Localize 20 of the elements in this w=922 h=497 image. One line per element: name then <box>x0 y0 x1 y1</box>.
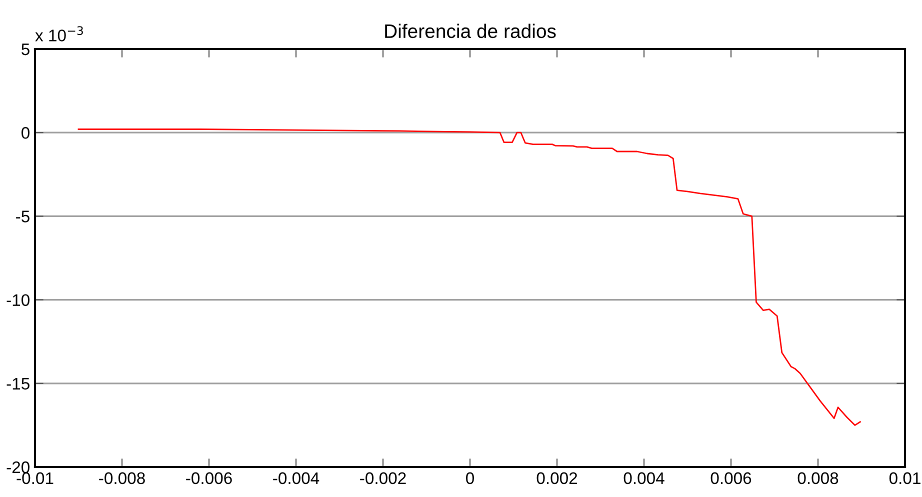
y-tick-label: -20 <box>6 461 30 474</box>
x-tick-label: -0.006 <box>186 472 232 484</box>
y-tick-label: 5 <box>22 44 30 56</box>
y-tick-label: -10 <box>6 294 30 306</box>
x-tick-label: 0.004 <box>624 472 664 484</box>
x-tick-label: 0.006 <box>710 472 752 484</box>
x-tick-label: 0 <box>466 472 474 484</box>
x-tick-label: -0.01 <box>16 472 54 484</box>
x-tick-label: 0.002 <box>536 472 578 484</box>
text: x 10$^{−3}$ <box>35 26 83 42</box>
line-series <box>78 128 861 426</box>
x-tick-label: 0.01 <box>889 472 920 484</box>
y-tick-label: -5 <box>16 210 30 222</box>
y-tick-label: 0 <box>22 127 30 139</box>
x-tick-label: -0.008 <box>99 472 145 484</box>
x-tick-label: 0.008 <box>798 472 838 484</box>
x-tick-label: -0.004 <box>273 472 320 484</box>
x-tick-label: -0.002 <box>360 472 406 484</box>
y-tick-label: -15 <box>6 378 30 390</box>
chart-title: Diferencia de radios <box>385 24 556 38</box>
